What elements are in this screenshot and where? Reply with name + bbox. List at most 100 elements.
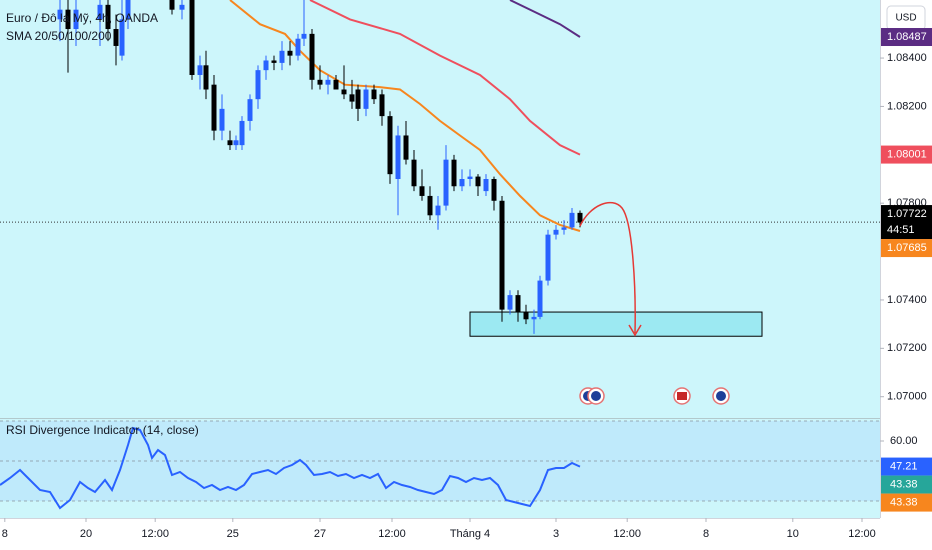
candle-body (499, 200, 505, 310)
x-tick-label: 10 (787, 528, 799, 540)
candle-body (219, 108, 225, 131)
candle-body (309, 33, 315, 80)
candle-body (387, 116, 393, 175)
candle-body (561, 227, 567, 230)
candle-body (287, 50, 293, 56)
indicator-legend: SMA 20/50/100/200 (6, 29, 112, 43)
x-tick-label: 12:00 (613, 528, 641, 540)
candle-body (179, 4, 185, 10)
event-flag (591, 391, 601, 401)
candle-body (325, 79, 331, 85)
candle-body (247, 99, 253, 121)
forecast-arrow (579, 202, 636, 334)
value-tag-label: 47.21 (890, 460, 918, 472)
candle-body (125, 0, 131, 20)
candle-body (239, 120, 245, 146)
candle-body (263, 60, 269, 71)
candle-body (301, 33, 307, 39)
candle-body (271, 60, 277, 63)
price-tag (881, 28, 932, 47)
candle-body (233, 140, 239, 146)
candle-body (341, 89, 347, 95)
sma-line (229, 0, 581, 232)
candle-body (113, 29, 119, 46)
value-tag-label: 43.38 (890, 496, 918, 508)
y-tick-label: 1.08200 (887, 100, 927, 112)
x-tick-label: 25 (227, 528, 239, 540)
x-tick-label: 3 (553, 528, 559, 540)
candle-body (553, 229, 559, 235)
candle-body (279, 50, 285, 63)
candle-body (411, 159, 417, 187)
x-tick-label: 12:00 (378, 528, 406, 540)
candle-body (73, 9, 79, 30)
rsi-title: RSI Divergence Indicator (14, close) (6, 423, 199, 437)
candle-body (443, 159, 449, 206)
candle-body (491, 179, 497, 201)
candle-body (451, 159, 457, 187)
candle-body (197, 65, 203, 75)
candle-body (435, 205, 441, 216)
sma-line (309, 0, 581, 156)
price-tag-label: 1.07722 (887, 208, 927, 220)
candle-body (569, 212, 575, 228)
candle-body (467, 176, 473, 180)
candle-body (363, 89, 369, 109)
x-tick-label: 8 (2, 528, 8, 540)
currency-label: USD (895, 13, 916, 24)
candle-body (523, 312, 529, 320)
candle-body (537, 280, 543, 317)
candle-body (227, 140, 233, 146)
candle-body (371, 89, 377, 100)
forecast-arrowhead (628, 324, 642, 337)
candle-body (355, 89, 361, 109)
candle-body (475, 176, 481, 187)
candle-body (577, 212, 583, 223)
candle-body (403, 135, 409, 160)
candle-body (65, 9, 71, 30)
price-tag-label: 1.07685 (887, 242, 927, 254)
candle-body (427, 195, 433, 216)
event-flag (716, 391, 726, 401)
candle-body (317, 79, 323, 85)
candle-body (545, 234, 551, 281)
candle-body (255, 70, 261, 100)
candle-body (203, 65, 209, 90)
candle-body (211, 84, 217, 131)
sma-line (509, 0, 581, 38)
candle-body (531, 316, 537, 320)
price-tag (881, 145, 932, 164)
price-tag-label: 1.08487 (887, 31, 927, 43)
countdown: 44:51 (887, 224, 915, 236)
y-tick-label: 1.07000 (887, 391, 927, 403)
x-tick-label: 27 (314, 528, 326, 540)
x-tick-label: 20 (80, 528, 92, 540)
price-tag (881, 205, 932, 240)
x-tick-label: 12:00 (848, 528, 876, 540)
candle-body (57, 9, 63, 20)
candle-body (169, 0, 175, 10)
candle-body (333, 79, 339, 90)
value-tag (881, 475, 932, 494)
x-tick-label: 8 (703, 528, 709, 540)
candle-body (419, 186, 425, 196)
price-tag (881, 239, 932, 258)
event-flag (677, 392, 687, 400)
value-tag-label: 43.38 (890, 478, 918, 490)
candle-body (189, 0, 195, 75)
candle-body (515, 295, 521, 313)
candle-body (105, 4, 111, 30)
y-tick-label: 1.07200 (887, 342, 927, 354)
target-zone (469, 311, 763, 337)
candle-body (395, 135, 401, 180)
x-tick-label: 12:00 (141, 528, 169, 540)
y-tick-label: 60.00 (890, 435, 918, 447)
price-tag-label: 1.08001 (887, 148, 927, 160)
candle-body (349, 94, 355, 102)
rsi-line (0, 426, 581, 510)
value-tag (881, 493, 932, 512)
candle-body (459, 179, 465, 187)
y-tick-label: 1.08400 (887, 52, 927, 64)
candle-body (119, 19, 125, 56)
